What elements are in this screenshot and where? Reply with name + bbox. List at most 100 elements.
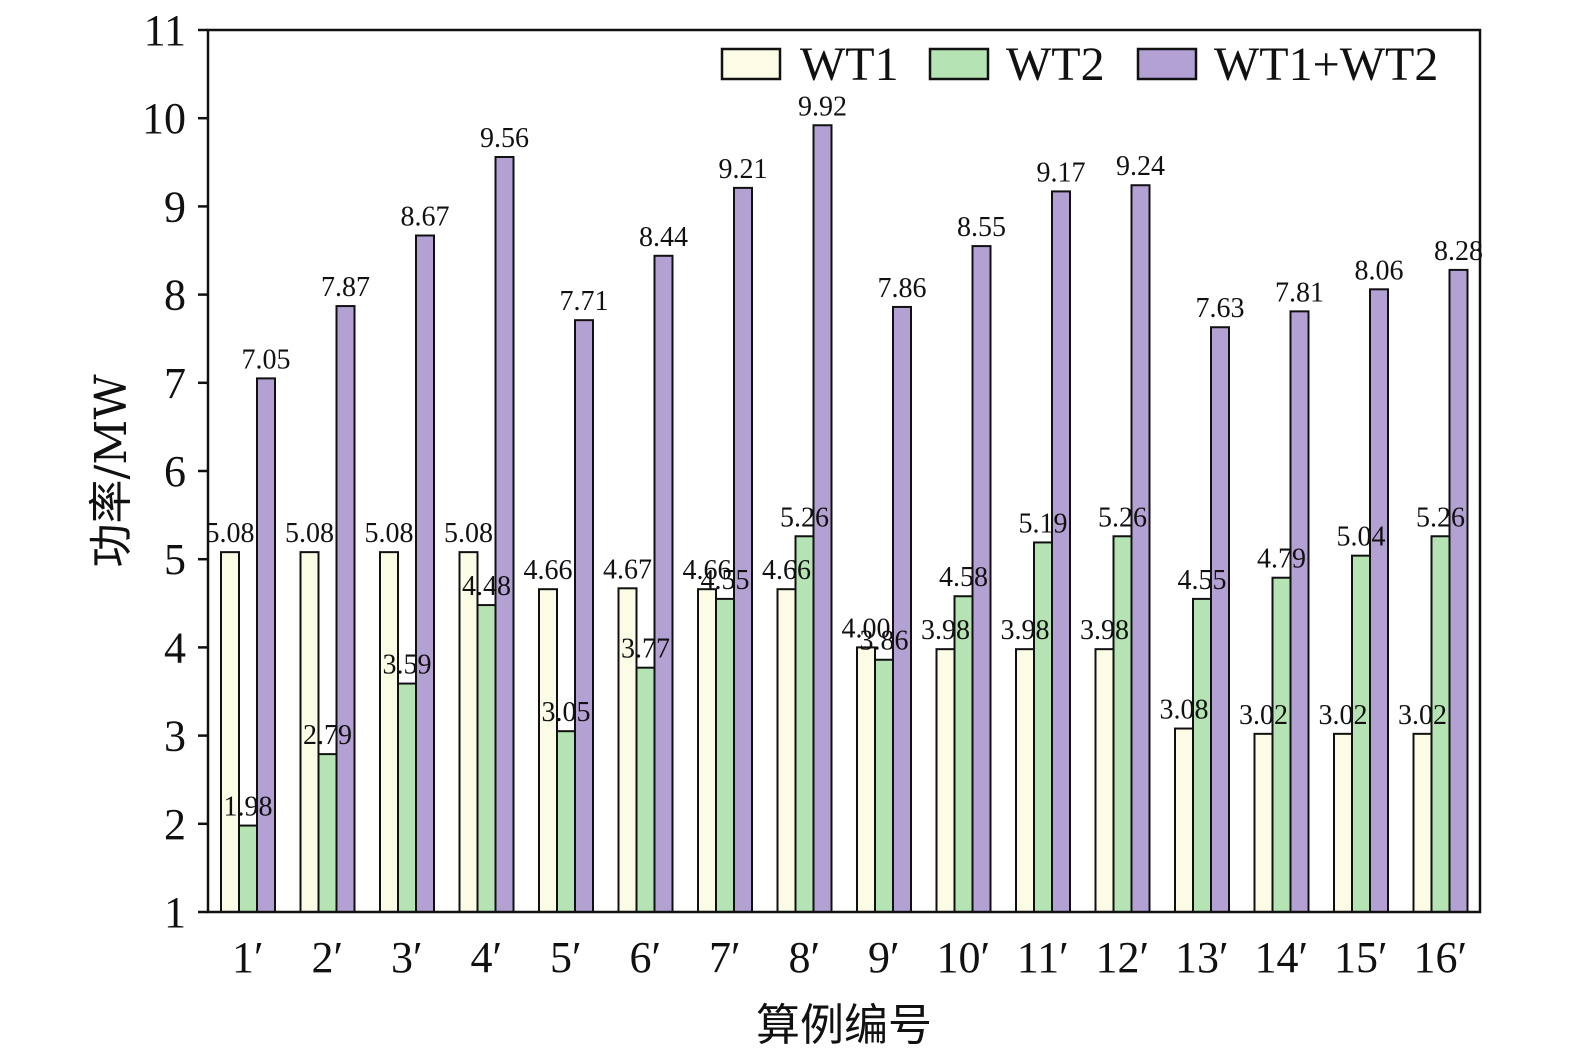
legend: WT1 WT2 WT1+WT2: [720, 38, 1438, 91]
y-tick-label: 3: [164, 712, 186, 761]
bar-wt1-9: [856, 646, 876, 914]
bar-wt2-12: [1112, 535, 1133, 913]
legend-label: WT1: [800, 38, 899, 91]
bar-wt1-11: [1015, 648, 1035, 913]
bar-wt2-11: [1033, 541, 1053, 914]
x-tick-label: 2′: [311, 933, 343, 982]
data-label: 9.92: [798, 91, 847, 122]
data-label: 3.98: [1001, 615, 1050, 646]
data-label: 9.21: [719, 154, 768, 185]
data-label: 8.44: [639, 222, 688, 253]
data-label: 2.79: [303, 720, 352, 751]
data-label: 9.17: [1037, 157, 1086, 188]
bar-wt2-6: [635, 666, 656, 913]
data-label: 7.71: [560, 286, 609, 317]
legend-swatch: [928, 47, 990, 81]
data-label: 3.02: [1398, 700, 1447, 731]
bar-wt1-4: [458, 551, 479, 913]
data-label: 5.08: [365, 518, 414, 549]
x-tick-label: 16′: [1413, 933, 1467, 982]
bar-wt1-15: [1333, 732, 1353, 913]
x-tick-label: 14′: [1254, 933, 1308, 982]
data-label: 3.59: [383, 650, 432, 681]
x-tick-label: 4′: [470, 933, 502, 982]
data-label: 7.63: [1196, 293, 1245, 324]
bar-wt1-wt2-1: [256, 377, 276, 913]
bar-wt2-13: [1192, 597, 1212, 913]
data-label: 8.55: [957, 212, 1006, 243]
bar-wt1-wt2-14: [1289, 310, 1310, 914]
x-tick-label: 3′: [391, 933, 423, 982]
x-tick-label: 5′: [550, 933, 582, 982]
y-tick-label: 5: [164, 535, 186, 584]
data-label: 4.66: [524, 555, 573, 586]
bar-wt1-wt2-15: [1369, 288, 1389, 914]
x-tick-label: 9′: [868, 933, 900, 982]
data-label: 5.04: [1337, 522, 1386, 553]
bar-wt2-9: [874, 658, 894, 913]
data-label: 5.08: [444, 518, 493, 549]
data-label: 8.06: [1355, 255, 1404, 286]
bar-wt1-wt2-13: [1210, 326, 1230, 913]
x-tick-label: 12′: [1095, 933, 1149, 982]
x-tick-label: 8′: [788, 933, 820, 982]
y-tick-label: 10: [142, 94, 186, 143]
bar-wt1-3: [379, 551, 399, 913]
data-label: 7.87: [321, 272, 370, 303]
data-label: 5.26: [1416, 502, 1465, 533]
x-tick-label: 13′: [1175, 933, 1229, 982]
x-tick-label: 7′: [709, 933, 741, 982]
bar-wt1-wt2-5: [574, 319, 594, 914]
bar-wt1-wt2-12: [1130, 184, 1151, 913]
data-label: 3.77: [621, 634, 670, 665]
x-tick-label: 1′: [232, 933, 264, 982]
bar-wt1-wt2-4: [494, 156, 515, 913]
bar-wt2-1: [238, 824, 258, 914]
data-label: 5.08: [285, 518, 334, 549]
bar-wt1-wt2-7: [733, 186, 753, 914]
data-label: 1.98: [224, 792, 273, 823]
data-label: 7.86: [878, 273, 927, 304]
data-label: 7.05: [242, 344, 291, 375]
y-tick-label: 2: [164, 800, 186, 849]
y-axis-title: 功率/MW: [86, 374, 137, 568]
data-label: 3.05: [542, 697, 591, 728]
data-label: 3.02: [1319, 700, 1368, 731]
data-label: 4.67: [603, 554, 652, 585]
bar-wt2-7: [715, 597, 735, 913]
data-label: 4.66: [683, 555, 732, 586]
data-label: 7.81: [1275, 277, 1324, 308]
y-tick-label: 6: [164, 447, 186, 496]
data-label: 5.19: [1019, 508, 1068, 539]
bar-wt2-5: [556, 730, 576, 913]
data-label: 3.98: [921, 615, 970, 646]
y-axis: 1 2 3 4 5 6 7 8 9 10 11: [142, 6, 208, 937]
legend-label: WT1+WT2: [1214, 38, 1438, 91]
data-label: 3.86: [860, 626, 909, 657]
x-tick-label: 11′: [1017, 933, 1069, 982]
data-label: 9.56: [480, 123, 529, 154]
data-label: 5.26: [780, 502, 829, 533]
data-label: 5.26: [1098, 502, 1147, 533]
data-label: 8.67: [401, 202, 450, 233]
y-tick-label: 11: [144, 6, 186, 55]
bar-wt1-5: [538, 588, 558, 913]
bar-wt2-2: [317, 753, 338, 914]
data-label: 4.58: [939, 562, 988, 593]
bar-wt1-10: [935, 648, 956, 913]
bar-wt1-12: [1094, 648, 1115, 913]
bar-wt1-wt2-6: [653, 254, 674, 914]
bar-wt1-1: [220, 551, 240, 913]
y-tick-label: 9: [164, 182, 186, 231]
y-tick-label: 7: [164, 359, 186, 408]
bar-wt1-13: [1174, 727, 1194, 913]
y-tick-label: 1: [164, 888, 186, 937]
bar-wt1-wt2-9: [892, 305, 912, 913]
bar-wt1-14: [1253, 732, 1274, 913]
data-label: 4.55: [1178, 565, 1227, 596]
data-label: 3.08: [1160, 695, 1209, 726]
data-label: 4.79: [1257, 544, 1306, 575]
data-label: 9.24: [1116, 151, 1165, 182]
legend-swatch: [1136, 47, 1198, 81]
